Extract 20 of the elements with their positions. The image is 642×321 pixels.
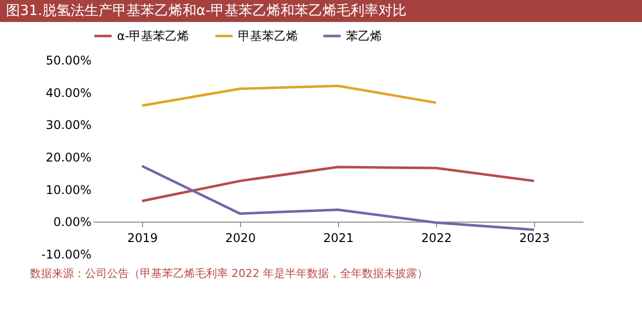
x-tick-label: 2019 (127, 231, 158, 246)
legend-label: 甲基苯乙烯 (238, 29, 298, 43)
y-tick-label: 20.00% (46, 150, 92, 164)
y-tick-label: 10.00% (46, 182, 92, 197)
y-tick-label: 50.00% (46, 54, 92, 68)
y-tick-label: 30.00% (46, 118, 92, 132)
legend-label: α-甲基苯乙烯 (117, 29, 190, 43)
chart-title: 图31.脱氢法生产甲基苯乙烯和α-甲基苯乙烯和苯乙烯毛利率对比 (0, 0, 642, 22)
source-note: 数据来源：公司公告（甲基苯乙烯毛利率 2022 年是半年数据，全年数据未披露） (29, 266, 429, 281)
legend-label: 苯乙烯 (346, 29, 382, 43)
x-tick-label: 2020 (225, 231, 256, 246)
y-tick-label: 40.00% (46, 86, 92, 100)
line-series (140, 84, 438, 107)
x-tick-label: 2021 (323, 231, 354, 246)
line-series (140, 166, 536, 202)
x-tick-label: 2023 (519, 231, 550, 246)
x-tick-label: 2022 (421, 231, 452, 246)
y-tick-label: -10.00% (41, 248, 92, 262)
line-series (140, 164, 536, 231)
y-tick-label: 0.00% (53, 215, 92, 230)
